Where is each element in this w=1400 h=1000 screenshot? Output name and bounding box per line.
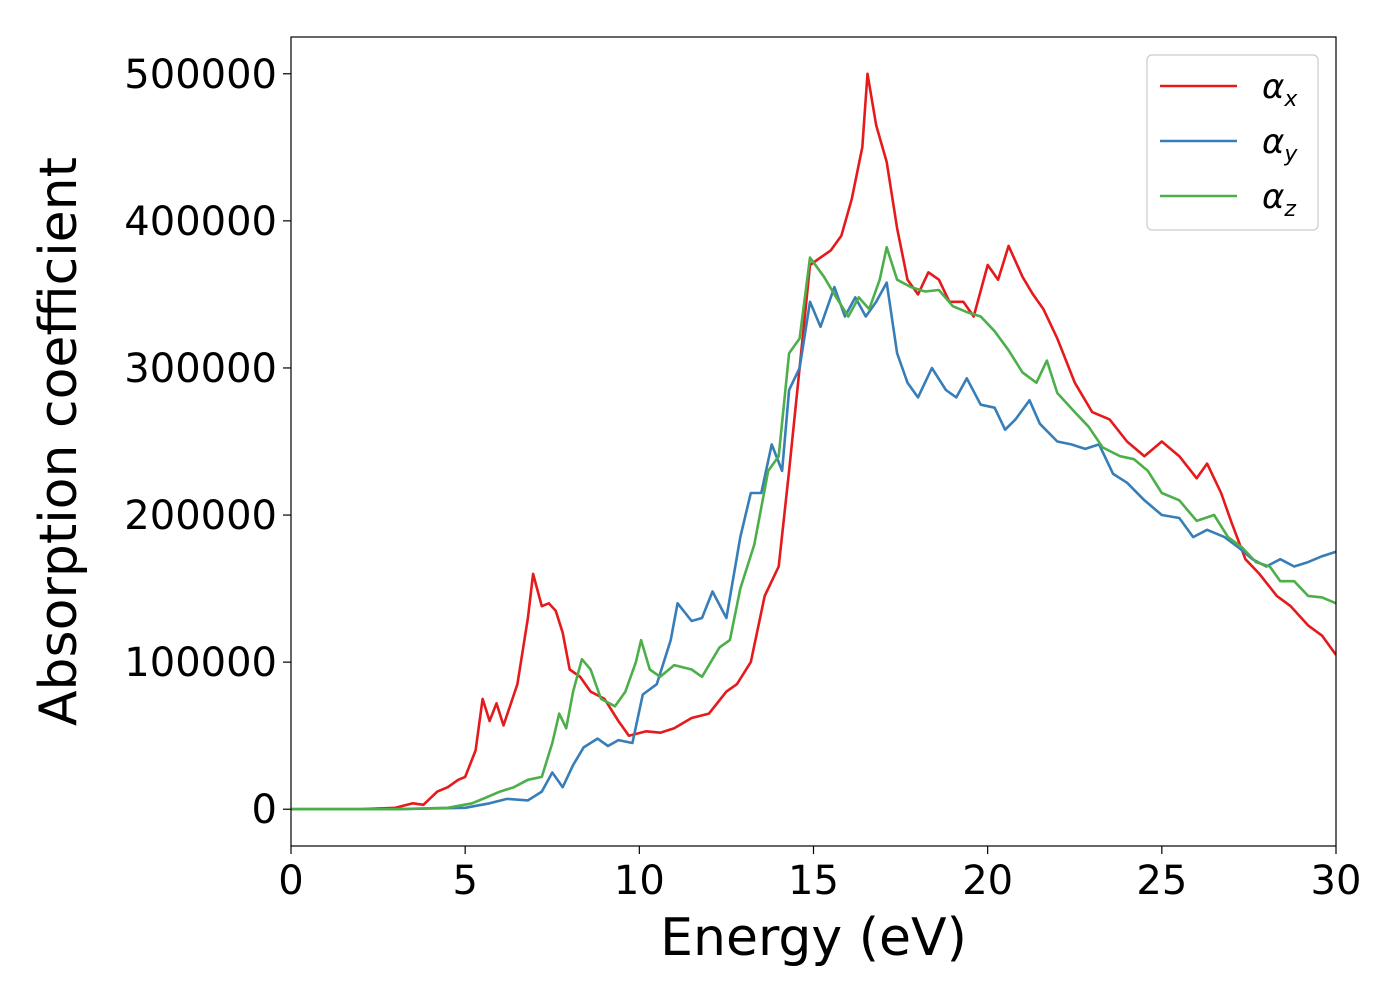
series-line-x <box>291 72 1336 811</box>
y-tick-label: 200000 <box>124 493 277 539</box>
y-tick-label: 500000 <box>124 52 277 98</box>
legend-label-z: αz <box>1262 177 1296 222</box>
x-tick-label: 20 <box>962 858 1013 904</box>
y-axis-label: Absorption coefficient <box>29 157 89 726</box>
legend-symbol: α <box>1262 67 1284 107</box>
x-tick-label: 0 <box>278 858 303 904</box>
legend-symbol: α <box>1262 177 1284 217</box>
series-line-y <box>291 281 1336 811</box>
y-tick-label: 0 <box>252 787 277 833</box>
legend-label-x: αx <box>1262 67 1298 112</box>
legend-label-y: αy <box>1262 122 1298 167</box>
legend-subscript: z <box>1283 197 1296 222</box>
legend-subscript: y <box>1283 142 1298 167</box>
x-tick-label: 10 <box>614 858 665 904</box>
y-tick-label: 400000 <box>124 199 277 245</box>
legend-subscript: x <box>1283 87 1298 112</box>
x-tick-label: 25 <box>1136 858 1187 904</box>
series-line-z <box>291 246 1336 811</box>
x-tick-label: 15 <box>788 858 839 904</box>
y-axis-ticks: 0 100000 200000 300000 400000 500000 <box>124 52 291 833</box>
y-tick-label: 300000 <box>124 346 277 392</box>
x-axis-ticks: 0 5 10 15 20 25 30 <box>278 846 1361 904</box>
x-tick-label: 30 <box>1311 858 1362 904</box>
legend-box <box>1146 54 1319 231</box>
x-tick-label: 5 <box>452 858 477 904</box>
series-layer <box>291 72 1336 811</box>
y-tick-label: 100000 <box>124 640 277 686</box>
x-axis-label: Energy (eV) <box>660 908 967 968</box>
legend-symbol: α <box>1262 122 1284 162</box>
